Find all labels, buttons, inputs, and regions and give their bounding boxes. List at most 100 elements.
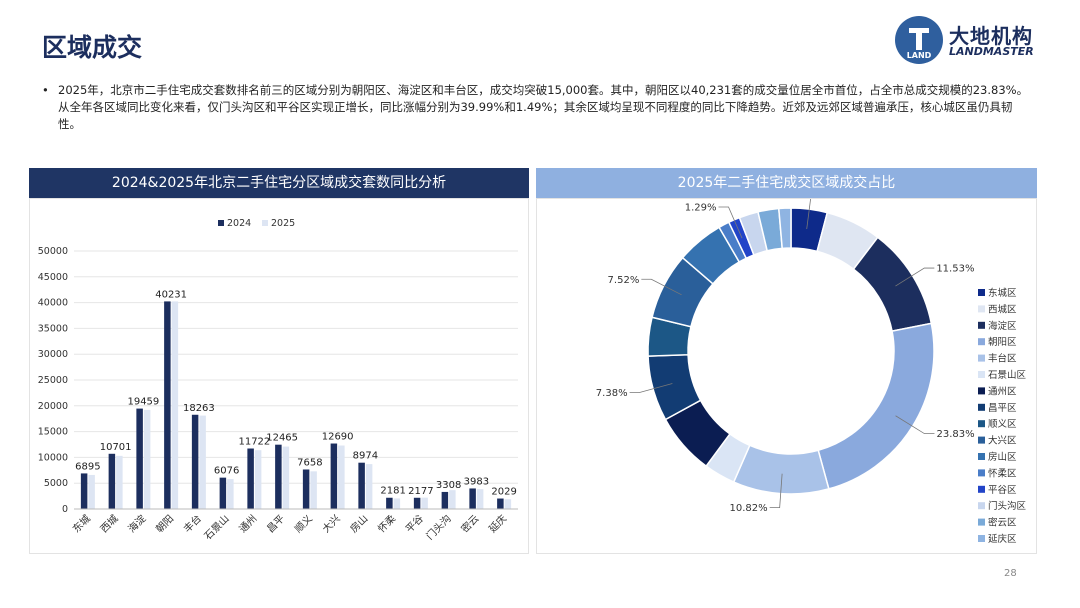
bar-2025 — [338, 445, 345, 509]
data-label: 6895 — [75, 461, 100, 472]
data-label: 19459 — [127, 397, 159, 408]
bar-2024 — [275, 444, 282, 509]
data-label: 11722 — [238, 437, 270, 448]
legend-swatch — [978, 305, 985, 313]
legend-swatch — [978, 338, 985, 346]
legend-label: 2025 — [271, 218, 295, 229]
legend-swatch — [978, 289, 985, 296]
x-tick-label: 延庆 — [486, 512, 509, 535]
legend: 2024 2025 — [218, 218, 295, 229]
data-label: 8974 — [353, 451, 378, 462]
legend-swatch — [978, 371, 985, 378]
x-tick-label: 朝阳 — [154, 513, 177, 536]
legend-label: 东城区 — [988, 287, 1017, 299]
bar-2025 — [171, 301, 179, 509]
leader-line — [718, 206, 743, 239]
data-label: 6076 — [214, 466, 239, 477]
bar-2024 — [164, 301, 171, 509]
legend-label: 门头沟区 — [988, 500, 1027, 512]
bar-2024 — [219, 477, 227, 509]
y-tick-label: 0 — [62, 504, 68, 515]
data-label: 12465 — [266, 433, 298, 444]
bar-2025 — [393, 498, 401, 509]
leader-line — [895, 415, 935, 435]
percent-label: 1.29% — [685, 202, 717, 213]
legend-swatch — [262, 220, 268, 226]
bar-2025 — [504, 499, 512, 509]
bar-chart: 0 5000 10000 15000 20000 25000 30000 35000 40000… — [38, 218, 518, 542]
legend-swatch — [978, 436, 985, 444]
x-tick-label: 怀柔 — [376, 513, 399, 536]
legend-label: 石景山区 — [988, 370, 1027, 381]
logo-name-en: LANDMASTER — [949, 45, 1034, 58]
donut-slice — [817, 322, 935, 490]
legend-label: 大兴区 — [988, 435, 1017, 447]
bar-2024 — [108, 453, 116, 509]
legend-swatch — [978, 502, 985, 510]
x-tick-label: 大兴 — [319, 512, 342, 535]
legend-swatch — [978, 354, 985, 362]
legend-label: 西城区 — [988, 304, 1017, 315]
donut-legend: 东城区西城区海淀区朝阳区丰台区石景山区通州区昌平区顺义区大兴区房山区怀柔区平谷区… — [978, 287, 1027, 545]
y-tick-label: 30000 — [38, 349, 68, 360]
data-label: 7658 — [297, 457, 322, 468]
leader-line — [641, 278, 682, 296]
page-title: 区域成交 — [42, 33, 143, 62]
legend-swatch — [978, 518, 985, 526]
bar-2024 — [441, 491, 449, 509]
bullet-dot-icon: • — [42, 83, 49, 97]
bar-chart-panel: 0 5000 10000 15000 20000 25000 30000 35000 40000… — [29, 198, 529, 554]
legend-label: 顺义区 — [988, 419, 1017, 430]
legend-label: 延庆区 — [988, 533, 1017, 545]
data-label: 2177 — [408, 486, 433, 497]
bar-2025 — [476, 489, 484, 509]
company-logo: LAND 大地机构 LANDMASTER — [895, 16, 1065, 66]
leader-line — [895, 267, 935, 287]
legend-label: 朝阳区 — [988, 337, 1017, 348]
bar-2025 — [116, 455, 123, 509]
bar-2024 — [386, 497, 393, 509]
bar-chart-title: 2024&2025年北京二手住宅分区域成交套数同比分析 — [29, 168, 529, 198]
summary-bullet: • 2025年，北京市二手住宅成交套数排名前三的区域分别为朝阳区、海淀区和丰台区… — [42, 82, 1032, 133]
y-tick-label: 20000 — [38, 401, 68, 412]
y-tick-label: 35000 — [38, 323, 68, 334]
logo-name-cn: 大地机构 — [949, 24, 1033, 48]
donut-slice — [777, 207, 792, 250]
data-label: 3983 — [464, 476, 489, 487]
data-label: 12690 — [322, 432, 354, 443]
page-number: 28 — [1004, 568, 1017, 579]
leader-line — [769, 473, 783, 508]
legend-label: 房山区 — [988, 451, 1017, 463]
y-tick-label: 5000 — [44, 478, 68, 489]
percent-label: 10.82% — [730, 503, 768, 514]
data-label: 10701 — [100, 442, 132, 453]
bar-2025 — [365, 464, 373, 509]
legend-label: 怀柔区 — [988, 467, 1017, 479]
donut-chart: 4.08% 11.53% 23.83% 10.82% 7.38% 7.52% 1.29% 东城… — [596, 191, 1027, 545]
logo-emblem-icon: LAND — [895, 16, 943, 64]
data-label: 18263 — [183, 403, 215, 414]
y-tick-label: 25000 — [38, 375, 68, 386]
donut-chart-panel: 4.08% 11.53% 23.83% 10.82% 7.38% 7.52% 1.29% 东城… — [536, 191, 1037, 554]
bar-2025 — [254, 450, 262, 509]
bar-2024 — [413, 497, 421, 509]
bar-2025 — [282, 446, 290, 509]
legend-label: 丰台区 — [988, 353, 1017, 365]
bar-2024 — [80, 473, 88, 509]
bar-2025 — [310, 471, 317, 509]
legend-label: 2024 — [227, 218, 251, 229]
legend-swatch — [978, 387, 985, 395]
legend-swatch — [978, 321, 985, 329]
legend-swatch — [978, 469, 985, 477]
data-label: 2029 — [491, 487, 516, 498]
x-tick-label: 顺义 — [292, 513, 315, 536]
data-label: 40231 — [155, 289, 187, 300]
x-tick-label: 门头沟 — [423, 512, 453, 542]
percent-label: 7.52% — [608, 275, 640, 286]
x-tick-label: 昌平 — [265, 513, 288, 536]
bar-2024 — [469, 488, 476, 509]
percent-label: 23.83% — [936, 429, 974, 440]
bar-2025 — [88, 474, 95, 509]
legend-swatch — [978, 403, 985, 411]
legend-swatch — [218, 220, 224, 226]
